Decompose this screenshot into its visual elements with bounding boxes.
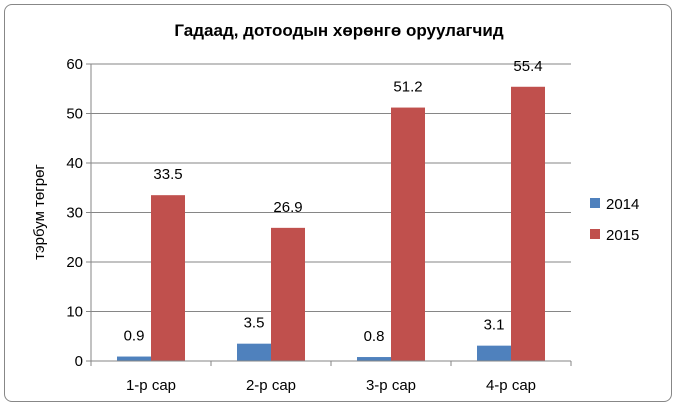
legend-label-2014: 2014 bbox=[606, 196, 639, 213]
y-axis-ticks: 0 10 20 30 40 50 60 bbox=[66, 56, 91, 370]
y-tick-label: 60 bbox=[66, 56, 83, 73]
y-tick-label: 0 bbox=[75, 353, 83, 370]
bar-2014 bbox=[477, 345, 511, 361]
legend: 2014 2015 bbox=[590, 196, 639, 244]
legend-swatch-2014 bbox=[590, 198, 600, 208]
bar-2015 bbox=[511, 86, 545, 362]
bar-2015 bbox=[271, 227, 305, 361]
data-label-2015: 55.4 bbox=[513, 58, 542, 75]
y-tick-label: 10 bbox=[66, 304, 83, 321]
bar-2014 bbox=[117, 356, 151, 361]
x-tick-label: 4-р сар bbox=[486, 377, 536, 394]
y-tick-label: 40 bbox=[66, 155, 83, 172]
y-tick-label: 30 bbox=[66, 205, 83, 222]
bar-2014 bbox=[237, 343, 271, 361]
chart-frame bbox=[4, 4, 672, 402]
data-label-2014: 3.1 bbox=[484, 317, 505, 334]
bar-2014 bbox=[357, 357, 391, 361]
chart-title: Гадаад, дотоодын хөрөнгө оруулагчид bbox=[174, 21, 503, 40]
y-axis-title: тэрбум төгрөг bbox=[31, 164, 48, 260]
data-label-2015: 26.9 bbox=[273, 199, 302, 216]
x-tick-label: 3-р сар bbox=[366, 377, 416, 394]
bar-2015 bbox=[151, 195, 185, 361]
data-label-2015: 33.5 bbox=[153, 166, 182, 183]
x-axis-ticks: 1-р сар 2-р сар 3-р сар 4-р сар bbox=[90, 361, 572, 394]
data-label-2015: 51.2 bbox=[393, 79, 422, 96]
data-labels: 0.9 33.5 3.5 26.9 0.8 51.2 3.1 55.4 bbox=[124, 58, 543, 345]
bar-2015 bbox=[391, 107, 425, 361]
legend-swatch-2015 bbox=[590, 229, 600, 239]
x-tick-label: 2-р сар bbox=[246, 377, 296, 394]
data-label-2014: 3.5 bbox=[244, 315, 265, 332]
bars bbox=[117, 86, 545, 362]
x-tick-label: 1-р сар bbox=[126, 377, 176, 394]
y-tick-label: 50 bbox=[66, 106, 83, 123]
legend-label-2015: 2015 bbox=[606, 227, 639, 244]
y-tick-label: 20 bbox=[66, 254, 83, 271]
data-label-2014: 0.9 bbox=[124, 328, 145, 345]
data-label-2014: 0.8 bbox=[364, 328, 385, 345]
